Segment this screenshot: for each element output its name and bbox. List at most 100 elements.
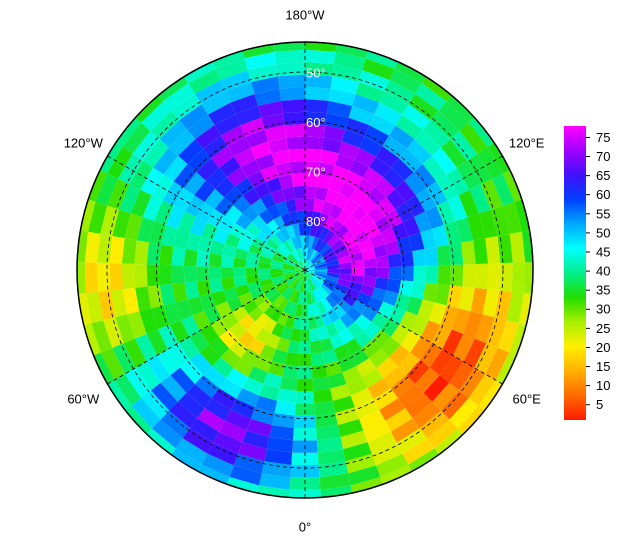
field-cell	[434, 428, 467, 459]
field-cell	[227, 167, 248, 187]
field-cell	[274, 49, 305, 65]
field-cell	[293, 290, 301, 304]
field-cell	[425, 205, 444, 229]
field-cell	[318, 286, 330, 299]
field-cell	[212, 357, 234, 379]
field-cell	[197, 236, 214, 254]
field-cell	[171, 246, 186, 266]
field-cell	[385, 408, 413, 432]
field-cell	[327, 268, 340, 274]
field-cell	[166, 205, 185, 229]
field-cell	[163, 83, 195, 111]
field-cell	[414, 129, 442, 156]
field-cell	[390, 324, 411, 345]
field-cell	[221, 312, 239, 330]
field-cell	[290, 328, 301, 342]
field-cell	[325, 360, 343, 377]
colorbar-tick-label: 45	[596, 244, 610, 259]
field-cell	[379, 91, 409, 115]
field-cell	[396, 428, 428, 454]
field-cell	[265, 333, 281, 350]
field-cell	[285, 274, 298, 284]
field-cell	[327, 308, 340, 323]
field-cell	[328, 177, 345, 194]
field-cell	[281, 186, 296, 202]
field-cell	[280, 325, 293, 341]
field-cell	[479, 209, 498, 239]
field-cell	[317, 449, 346, 466]
field-cell	[339, 181, 357, 199]
field-cell	[320, 283, 333, 295]
field-cell	[297, 366, 313, 379]
field-cell	[260, 193, 276, 210]
field-cell	[192, 310, 211, 331]
field-cell	[337, 298, 352, 313]
field-cell	[272, 412, 295, 429]
field-cell	[261, 461, 292, 478]
field-cell	[242, 205, 259, 222]
field-cell	[441, 139, 468, 168]
colorbar-tick-label: 70	[596, 149, 610, 164]
field-cell	[390, 375, 416, 399]
field-cell	[280, 227, 291, 241]
colorbar-tick-label: 25	[596, 321, 610, 336]
field-cell	[157, 349, 181, 376]
field-cell	[398, 383, 424, 409]
field-cell	[381, 318, 400, 338]
field-cell	[154, 200, 174, 225]
field-cell	[455, 217, 474, 243]
field-cell	[194, 80, 226, 105]
field-cell	[266, 219, 281, 234]
field-cell	[194, 180, 215, 203]
field-cell	[431, 147, 457, 175]
field-cell	[361, 247, 376, 260]
field-cell	[284, 352, 300, 367]
field-cell	[316, 424, 341, 441]
field-cell	[386, 278, 401, 294]
field-cell	[459, 122, 488, 154]
field-cell	[314, 266, 328, 270]
field-cell	[413, 164, 437, 189]
field-cell	[163, 155, 188, 182]
field-cell	[463, 338, 487, 368]
field-cell	[486, 317, 507, 348]
field-cell	[305, 42, 338, 52]
colorbar-tick-label: 55	[596, 206, 610, 221]
field-cell	[296, 210, 305, 224]
field-cell	[438, 101, 469, 131]
field-cell	[356, 358, 377, 378]
field-cell	[369, 156, 391, 178]
field-cell	[253, 293, 268, 307]
field-cell	[343, 236, 359, 250]
field-cell	[246, 251, 261, 262]
field-cell	[449, 361, 475, 391]
field-cell	[276, 62, 305, 77]
field-cell	[186, 383, 212, 409]
field-cell	[321, 201, 335, 216]
field-cell	[375, 146, 399, 168]
field-cell	[345, 117, 370, 137]
field-cell	[331, 165, 350, 182]
field-cell	[291, 173, 305, 187]
field-cell	[422, 155, 447, 182]
field-cell	[380, 337, 401, 358]
colorbar-tick-label: 5	[596, 397, 603, 412]
field-cell	[292, 223, 301, 237]
field-cell	[338, 355, 357, 373]
field-cell	[354, 147, 376, 168]
field-cell	[207, 442, 239, 466]
field-cell	[283, 263, 296, 269]
field-cell	[295, 303, 303, 317]
field-cell	[458, 286, 475, 312]
field-cell	[329, 333, 345, 350]
field-cell	[338, 328, 355, 345]
field-cell	[295, 198, 305, 212]
field-cell	[497, 320, 519, 353]
field-cell	[391, 222, 409, 241]
field-cell	[201, 91, 231, 115]
field-cell	[400, 251, 414, 267]
field-cell	[211, 388, 237, 410]
field-cell	[264, 125, 287, 142]
latitude-label: 50°	[306, 65, 326, 80]
